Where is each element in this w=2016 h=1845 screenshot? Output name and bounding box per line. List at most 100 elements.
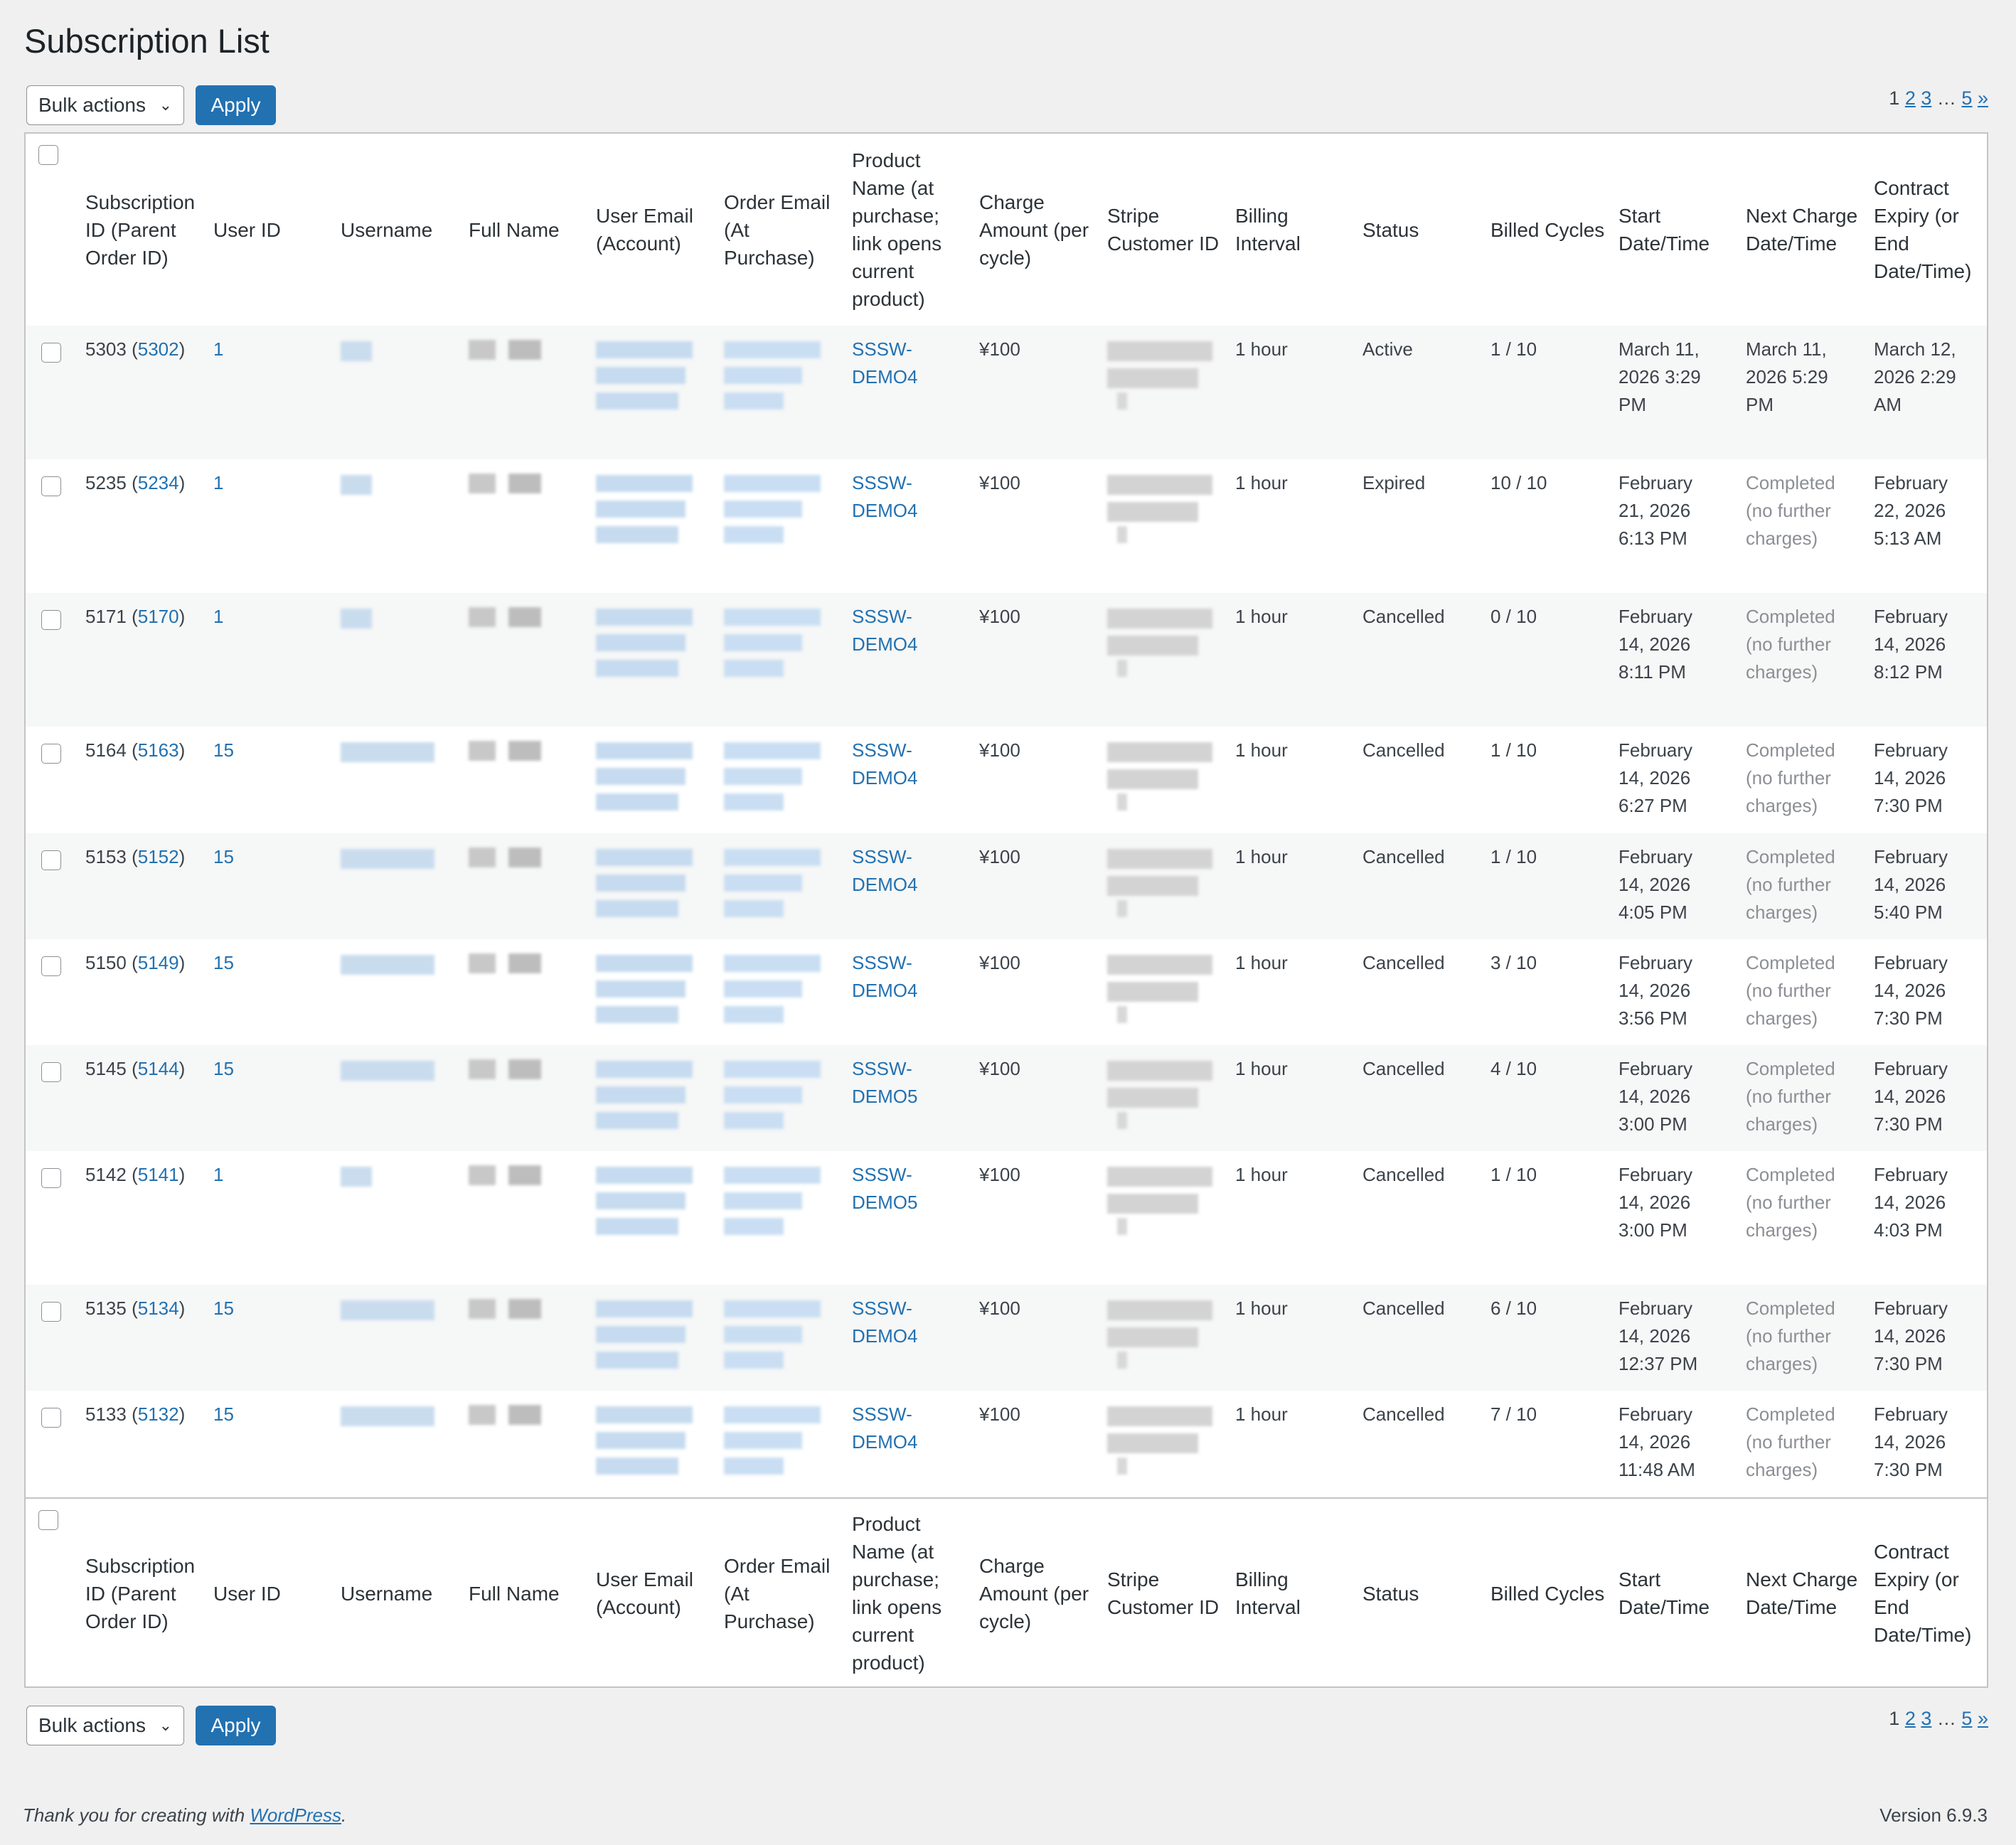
status: Cancelled xyxy=(1362,846,1445,867)
header-column-6[interactable]: Order Email (At Purchase) xyxy=(724,191,831,269)
header-column-5[interactable]: User Email (Account) xyxy=(596,205,693,255)
product-link[interactable]: SSSW-DEMO4 xyxy=(852,739,918,788)
user-id-link[interactable]: 15 xyxy=(213,846,234,867)
parent-order-link[interactable]: 5152 xyxy=(137,846,179,867)
product-link[interactable]: SSSW-DEMO4 xyxy=(852,952,918,1001)
footer-column-14[interactable]: Next Charge Date/Time xyxy=(1746,1568,1858,1618)
wordpress-link[interactable]: WordPress xyxy=(250,1804,341,1826)
footer-column-11[interactable]: Status xyxy=(1362,1582,1419,1605)
redacted-stripe-customer-id-tail xyxy=(1117,660,1127,677)
header-column-11[interactable]: Status xyxy=(1362,218,1419,241)
header-column-7[interactable]: Product Name (at purchase; link opens cu… xyxy=(852,149,942,310)
footer-column-9[interactable]: Stripe Customer ID xyxy=(1107,1568,1220,1618)
header-column-10[interactable]: Billing Interval xyxy=(1235,205,1301,255)
user-id-link[interactable]: 1 xyxy=(213,472,224,493)
row-checkbox[interactable] xyxy=(41,610,61,630)
row-checkbox[interactable] xyxy=(41,1062,61,1082)
apply-button[interactable]: Apply xyxy=(196,85,276,125)
parent-order-link[interactable]: 5163 xyxy=(137,739,179,761)
subscription-id: 5235 xyxy=(85,472,127,493)
header-column-12[interactable]: Billed Cycles xyxy=(1490,218,1605,241)
footer-column-6[interactable]: Order Email (At Purchase) xyxy=(724,1554,831,1632)
page-link-3[interactable]: 3 xyxy=(1921,1708,1932,1729)
product-link[interactable]: SSSW-DEMO4 xyxy=(852,1403,918,1453)
bulk-actions-select-bottom[interactable]: Bulk actions ⌄ xyxy=(26,1706,184,1745)
parent-order-link[interactable]: 5149 xyxy=(137,952,179,973)
user-id-link[interactable]: 1 xyxy=(213,338,224,360)
next-page-link[interactable]: » xyxy=(1977,87,1988,109)
user-id-link[interactable]: 15 xyxy=(213,1403,234,1425)
header-column-4[interactable]: Full Name xyxy=(469,218,560,241)
parent-order-link[interactable]: 5134 xyxy=(137,1298,179,1319)
bulk-actions-select[interactable]: Bulk actions ⌄ xyxy=(26,85,184,125)
parent-order-link[interactable]: 5144 xyxy=(137,1058,179,1079)
row-checkbox[interactable] xyxy=(41,476,61,496)
product-link[interactable]: SSSW-DEMO4 xyxy=(852,1298,918,1347)
product-link[interactable]: SSSW-DEMO5 xyxy=(852,1164,918,1213)
page-link-3[interactable]: 3 xyxy=(1921,87,1932,109)
redacted-stripe-customer-id xyxy=(1107,1327,1198,1347)
footer-column-2[interactable]: User ID xyxy=(213,1582,281,1605)
redacted-user-email xyxy=(596,475,693,492)
row-checkbox[interactable] xyxy=(41,1302,61,1322)
redacted-user-email xyxy=(596,1352,678,1369)
parent-order-link[interactable]: 5234 xyxy=(137,472,179,493)
page-link-2[interactable]: 2 xyxy=(1904,1708,1916,1729)
footer-column-4[interactable]: Full Name xyxy=(469,1582,560,1605)
next-page-link[interactable]: » xyxy=(1977,1708,1988,1729)
footer-column-15[interactable]: Contract Expiry (or End Date/Time) xyxy=(1874,1541,1972,1646)
apply-button-bottom[interactable]: Apply xyxy=(196,1706,276,1745)
header-column-13[interactable]: Start Date/Time xyxy=(1618,205,1710,255)
user-id-link[interactable]: 15 xyxy=(213,739,234,761)
row-checkbox[interactable] xyxy=(41,1168,61,1188)
user-id-link[interactable]: 15 xyxy=(213,1298,234,1319)
header-column-15[interactable]: Contract Expiry (or End Date/Time) xyxy=(1874,177,1972,282)
row-checkbox[interactable] xyxy=(41,744,61,764)
footer-column-8[interactable]: Charge Amount (per cycle) xyxy=(979,1554,1089,1632)
page-link-2[interactable]: 2 xyxy=(1904,87,1916,109)
product-link[interactable]: SSSW-DEMO4 xyxy=(852,606,918,655)
user-id-link[interactable]: 1 xyxy=(213,1164,224,1185)
billing-interval: 1 hour xyxy=(1235,1298,1288,1319)
user-id-link[interactable]: 1 xyxy=(213,606,224,627)
header-column-2[interactable]: User ID xyxy=(213,218,281,241)
header-column-9[interactable]: Stripe Customer ID xyxy=(1107,205,1220,255)
table-row: 5153 (5152) 15 SSSW-DEMO4 ¥100 1 hour Cancell… xyxy=(26,833,1987,939)
parent-order-link[interactable]: 5302 xyxy=(137,338,179,360)
footer-column-7[interactable]: Product Name (at purchase; link opens cu… xyxy=(852,1513,942,1674)
redacted-order-email xyxy=(724,980,802,998)
header-column-1[interactable]: Subscription ID (Parent Order ID) xyxy=(85,191,196,269)
row-checkbox[interactable] xyxy=(41,1408,61,1428)
footer-column-12[interactable]: Billed Cycles xyxy=(1490,1582,1605,1605)
header-column-3[interactable]: Username xyxy=(341,218,433,241)
footer-select-all-checkbox[interactable] xyxy=(38,1510,58,1530)
tablenav-top: Bulk actions ⌄ Apply 1 2 3 … 5 » xyxy=(24,84,1988,127)
subscription-id-cell: 5142 (5141) xyxy=(85,1161,199,1189)
row-checkbox[interactable] xyxy=(41,343,61,363)
footer-column-1[interactable]: Subscription ID (Parent Order ID) xyxy=(85,1554,196,1632)
product-link[interactable]: SSSW-DEMO4 xyxy=(852,846,918,895)
page-link-last[interactable]: 5 xyxy=(1961,87,1973,109)
footer-column-13[interactable]: Start Date/Time xyxy=(1618,1568,1710,1618)
user-id-link[interactable]: 15 xyxy=(213,1058,234,1079)
header-select-all-checkbox[interactable] xyxy=(38,145,58,165)
header-column-8[interactable]: Charge Amount (per cycle) xyxy=(979,191,1089,269)
footer-column-5[interactable]: User Email (Account) xyxy=(596,1568,693,1618)
footer-column-10[interactable]: Billing Interval xyxy=(1235,1568,1301,1618)
parent-order-link[interactable]: 5170 xyxy=(137,606,179,627)
redacted-user-email xyxy=(596,900,678,917)
footer-column-3[interactable]: Username xyxy=(341,1582,433,1605)
product-link[interactable]: SSSW-DEMO4 xyxy=(852,338,918,387)
paren-open: ( xyxy=(126,1164,138,1185)
parent-order-link[interactable]: 5132 xyxy=(137,1403,179,1425)
header-column-14[interactable]: Next Charge Date/Time xyxy=(1746,205,1858,255)
row-checkbox[interactable] xyxy=(41,850,61,870)
product-link[interactable]: SSSW-DEMO5 xyxy=(852,1058,918,1107)
product-link[interactable]: SSSW-DEMO4 xyxy=(852,472,918,521)
page-link-last[interactable]: 5 xyxy=(1961,1708,1973,1729)
redacted-order-email xyxy=(724,609,821,626)
row-checkbox[interactable] xyxy=(41,956,61,976)
redacted-full-name-first xyxy=(469,953,496,973)
user-id-link[interactable]: 15 xyxy=(213,952,234,973)
parent-order-link[interactable]: 5141 xyxy=(137,1164,179,1185)
